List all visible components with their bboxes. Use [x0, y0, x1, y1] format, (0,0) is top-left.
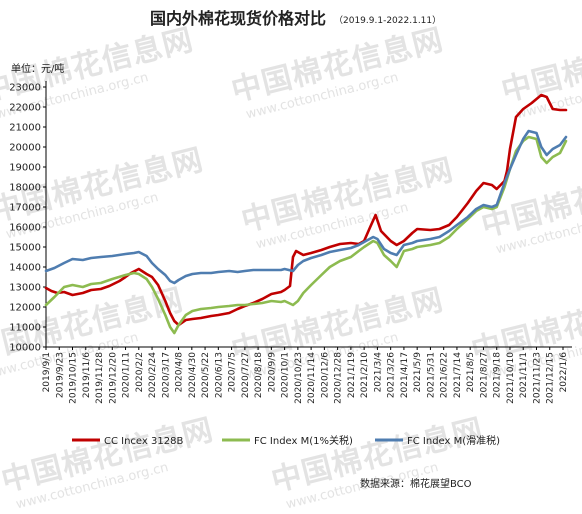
x-tick-label: 2021/4/17: [400, 352, 410, 398]
x-tick-label: 2021/7/14: [453, 352, 463, 398]
y-tick-label: 15000: [9, 243, 41, 254]
x-tick-label: 2020/7/5: [228, 352, 238, 392]
series-line-3: [44, 129, 568, 285]
x-tick-label: 2021/11/1: [519, 352, 529, 398]
chart-subtitle: （2019.9.1-2022.1.11）: [334, 15, 441, 26]
x-tick-label: 2021/10/10: [506, 352, 516, 404]
x-tick-label: 2020/2/2: [135, 352, 145, 392]
x-tick-label: 2020/11/14: [307, 352, 317, 404]
x-tick-label: 2020/4/8: [175, 352, 185, 393]
y-axis: 10000 11000 12000 13000 14000 15000 16000 17000…: [9, 81, 47, 354]
x-tick-label: 2021/3/4: [373, 352, 383, 393]
x-tick-label: 2021/11/23: [532, 352, 542, 404]
unit-label: 单位：元/吨: [11, 62, 64, 75]
y-tick-label: 22000: [9, 103, 41, 114]
x-tick-label: 2020/1/11: [122, 352, 132, 398]
legend-label: FC Index M(1%关税): [254, 434, 353, 447]
x-tick-label: 2020/6/13: [214, 352, 224, 398]
y-tick-label: 13000: [9, 283, 41, 294]
y-tick-label: 19000: [9, 163, 41, 174]
x-tick-label: 2020/8/18: [254, 352, 264, 398]
legend: CC Incex 3128B FC Index M(1%关税) FC Index M…: [72, 434, 500, 447]
x-tick-label: 2019/12/20: [108, 352, 118, 404]
source-note: 数据来源：棉花展望BCO: [360, 477, 472, 490]
x-tick-label: 2021/5/31: [426, 352, 436, 398]
x-tick-label: 2019/9/23: [55, 352, 65, 398]
x-tick-label: 2019/9/1: [42, 352, 52, 392]
series-line-1: [44, 93, 568, 327]
x-tick-label: 2021/5/9: [413, 352, 423, 393]
y-tick-label: 18000: [9, 183, 41, 194]
x-tick-label: 2020/12/28: [334, 352, 344, 404]
legend-label: CC Incex 3128B: [104, 436, 183, 447]
legend-item: FC Index M(滑准税): [375, 434, 500, 447]
x-tick-label: 2020/3/17: [161, 352, 171, 398]
x-tick-label: 2020/9/9: [267, 352, 277, 393]
x-tick-label: 2020/4/30: [188, 352, 198, 398]
legend-label: FC Index M(滑准税): [407, 434, 500, 447]
x-tick-label: 2021/8/27: [479, 352, 489, 398]
chart-title: 国内外棉花现货价格对比: [150, 9, 326, 28]
price-comparison-chart: 国内外棉花现货价格对比 （2019.9.1-2022.1.11） 单位：元/吨 …: [9, 9, 572, 490]
x-tick-label: 2019/11/6: [82, 352, 92, 398]
x-tick-label: 2021/8/5: [466, 352, 476, 392]
y-tick-label: 11000: [9, 323, 41, 334]
x-tick-label: 2020/12/6: [320, 352, 330, 398]
x-tick-label: 2020/5/22: [201, 352, 211, 398]
x-tick-label: 2022/1/6: [559, 352, 569, 393]
y-tick-label: 12000: [9, 303, 41, 314]
y-tick-label: 10000: [9, 343, 41, 354]
y-tick-label: 23000: [9, 83, 41, 94]
x-tick-label: 2021/2/10: [360, 352, 370, 398]
x-axis: 2019/9/1 2019/9/23 2019/10/15 2019/11/6 2019…: [42, 346, 572, 404]
x-tick-label: 2020/7/27: [241, 352, 251, 398]
x-tick-label: 2019/11/28: [95, 352, 105, 404]
series-layer: [44, 93, 568, 335]
x-tick-label: 2019/10/15: [69, 352, 79, 404]
x-tick-label: 2021/1/19: [347, 352, 357, 398]
x-tick-label: 2021/3/26: [387, 352, 397, 398]
x-tick-label: 2021/9/18: [493, 352, 503, 398]
series-line-2: [44, 135, 568, 335]
y-tick-label: 20000: [9, 143, 41, 154]
y-tick-label: 21000: [9, 123, 41, 134]
x-tick-label: 2020/10/1: [281, 352, 291, 398]
legend-item: CC Incex 3128B: [72, 436, 183, 447]
y-tick-label: 16000: [9, 223, 41, 234]
y-tick-label: 17000: [9, 203, 41, 214]
legend-item: FC Index M(1%关税): [222, 434, 353, 447]
x-tick-label: 2020/10/23: [294, 352, 304, 404]
y-tick-label: 14000: [9, 263, 41, 274]
x-tick-label: 2021/6/22: [440, 352, 450, 398]
x-tick-label: 2021/12/15: [546, 352, 556, 404]
x-tick-label: 2020/2/24: [148, 352, 158, 398]
